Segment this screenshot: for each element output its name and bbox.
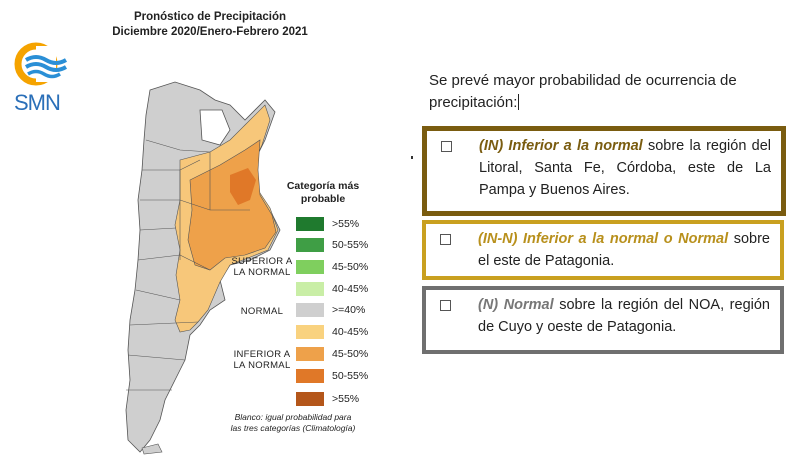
map-inferior-50-55-region [230, 168, 256, 205]
legend-item: 50-55% [296, 238, 396, 254]
argentina-map [125, 81, 281, 455]
forecast-description: sobre la región del NOA, región de Cuyo … [478, 297, 770, 335]
legend-label: 40-45% [332, 283, 369, 295]
legend-title: Categoría más probable [268, 180, 378, 206]
forecast-box: (N) Normal sobre la región del NOA, regi… [422, 286, 784, 354]
legend-item: 50-55% [296, 369, 396, 385]
legend-item: >55% [296, 392, 396, 408]
forecast-intro: Se prevé mayor probabilidad de ocurrenci… [429, 70, 789, 114]
map-title: Pronóstico de Precipitación Diciembre 20… [60, 10, 360, 40]
legend-group-superior-line-2: LA NORMAL [233, 267, 291, 278]
legend-group-inferior-line-1: INFERIOR A [233, 349, 291, 360]
legend-item: 40-45% [296, 282, 396, 298]
legend-note-line-1: Blanco: igual probabilidad para [234, 412, 352, 422]
legend-item: 45-50% [296, 347, 396, 363]
checkbox-bullet-icon [440, 300, 451, 311]
legend-label: 50-55% [332, 239, 369, 251]
forecast-box: (IN-N) Inferior a la normal o Normal sob… [422, 220, 784, 280]
forecast-category: (IN) Inferior a la normal [479, 138, 643, 154]
legend-label: >55% [332, 393, 360, 405]
legend-group-superior: SUPERIOR A LA NORMAL [222, 256, 302, 278]
stray-mark [411, 156, 413, 159]
map-tierra-del-fuego [141, 443, 163, 455]
legend-note-line-2: las tres categorías (Climatología) [230, 423, 356, 433]
legend-swatch [296, 369, 324, 383]
legend-label: 40-45% [332, 326, 369, 338]
smn-logo-icon [14, 42, 68, 86]
legend-item: >=40% [296, 303, 396, 319]
legend-swatch [296, 325, 324, 339]
legend-note: Blanco: igual probabilidad para las tres… [208, 412, 378, 434]
legend-swatch [296, 392, 324, 406]
legend-label: >=40% [332, 304, 366, 316]
forecast-text: (N) Normal sobre la región del NOA, regi… [478, 294, 770, 338]
text-cursor [518, 94, 520, 110]
forecast-box: (IN) Inferior a la normal sobre la regió… [422, 126, 786, 216]
legend-group-inferior: INFERIOR A LA NORMAL [222, 349, 302, 371]
title-line-2: Diciembre 2020/Enero-Febrero 2021 [112, 26, 308, 38]
legend-item: >55% [296, 217, 396, 233]
legend-item: 45-50% [296, 260, 396, 276]
legend-label: >55% [332, 218, 360, 230]
title-line-1: Pronóstico de Precipitación [133, 11, 287, 23]
legend-swatch [296, 303, 324, 317]
map-blank-region [199, 109, 231, 146]
legend-swatch [296, 238, 324, 252]
legend-swatch [296, 260, 324, 274]
legend-group-superior-line-1: SUPERIOR A [231, 256, 293, 267]
forecast-description: sobre el este de Patagonia. [478, 231, 770, 269]
forecast-text: (IN-N) Inferior a la normal o Normal sob… [478, 228, 770, 272]
legend-label: 45-50% [332, 348, 369, 360]
legend-label: 45-50% [332, 261, 369, 273]
checkbox-bullet-icon [440, 234, 451, 245]
forecast-category: (N) Normal [478, 297, 554, 313]
province-borders [126, 139, 250, 391]
forecast-intro-text: Se prevé mayor probabilidad de ocurrenci… [429, 72, 737, 111]
forecast-description: sobre la región del Litoral, Santa Fe, C… [479, 138, 771, 198]
legend-group-normal: NORMAL [240, 306, 284, 317]
legend-item: 40-45% [296, 325, 396, 341]
legend-label: 50-55% [332, 370, 369, 382]
smn-logo-text: SMN [14, 90, 61, 115]
checkbox-bullet-icon [441, 141, 452, 152]
forecast-text: (IN) Inferior a la normal sobre la regió… [479, 135, 771, 201]
legend-group-inferior-line-2: LA NORMAL [233, 360, 291, 371]
smn-logo: SMN [14, 42, 104, 120]
legend-title-line-1: Categoría más [286, 180, 360, 192]
legend-swatch [296, 217, 324, 231]
legend-swatch [296, 347, 324, 361]
forecast-category: (IN-N) Inferior a la normal o Normal [478, 231, 729, 247]
legend-title-line-2: probable [300, 193, 346, 205]
legend-swatch [296, 282, 324, 296]
